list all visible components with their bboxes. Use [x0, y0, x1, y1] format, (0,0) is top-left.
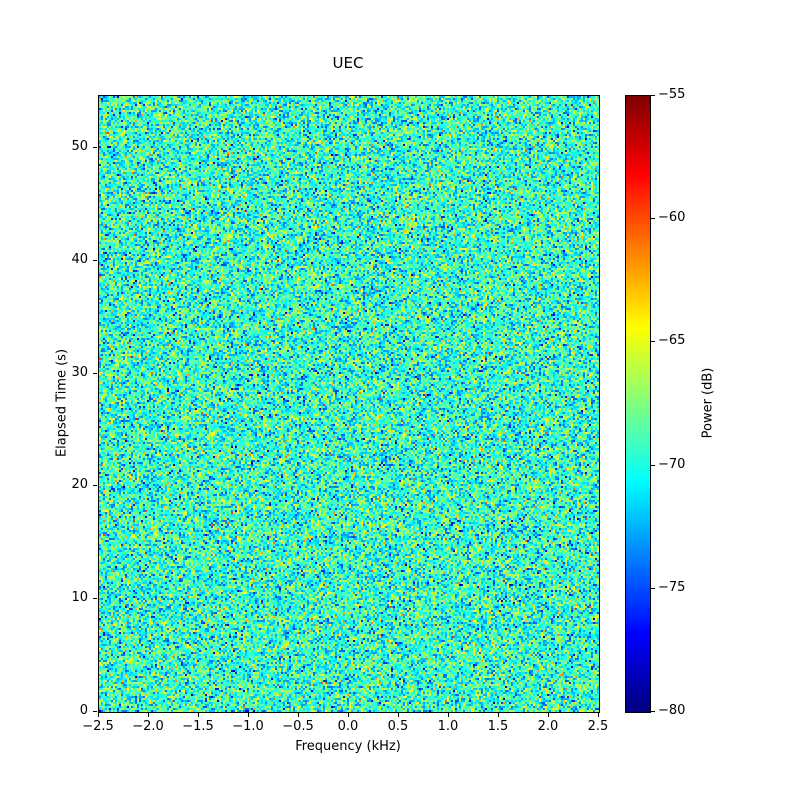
colorbar-tick-label: −75 — [658, 579, 686, 595]
x-tick-label: −2.0 — [132, 719, 164, 734]
colorbar-tick-mark — [651, 341, 655, 343]
x-tick-label: −2.5 — [82, 719, 114, 734]
x-tick-label: −0.5 — [282, 719, 314, 734]
y-tick-label: 20 — [71, 477, 88, 493]
y-tick-label: 10 — [71, 590, 88, 606]
colorbar-tick-label: −60 — [658, 210, 686, 226]
x-axis-label: Frequency (kHz) — [295, 739, 401, 754]
y-tick-label: 40 — [71, 251, 88, 267]
y-tick-mark — [93, 146, 97, 148]
colorbar-tick-mark — [651, 95, 655, 96]
x-tick-mark — [498, 713, 499, 717]
x-tick-mark — [298, 713, 299, 717]
x-tick-mark — [598, 713, 599, 717]
x-tick-label: 1.0 — [437, 719, 459, 734]
colorbar-tick-label: −65 — [658, 333, 686, 349]
colorbar-tick-mark — [651, 218, 655, 220]
colorbar-label: Power (dB) — [700, 367, 716, 439]
heatmap-plot-area — [98, 95, 600, 713]
x-tick-mark — [98, 713, 99, 717]
colorbar-tick-mark — [651, 711, 655, 712]
colorbar-tick-label: −80 — [658, 703, 686, 718]
x-tick-label: 1.5 — [487, 719, 509, 734]
x-tick-mark — [248, 713, 249, 717]
colorbar-gradient — [626, 96, 650, 712]
x-tick-mark — [348, 713, 349, 717]
spectrogram-heatmap — [99, 96, 599, 712]
y-tick-label: 30 — [71, 364, 88, 380]
colorbar-tick-label: −70 — [658, 456, 686, 472]
y-tick-mark — [93, 485, 97, 487]
y-tick-label: 50 — [71, 138, 88, 154]
y-tick-mark — [93, 711, 97, 712]
colorbar-tick-label: −55 — [658, 87, 686, 102]
x-tick-label: 0.5 — [387, 719, 409, 734]
colorbar-tick-mark — [651, 464, 655, 466]
y-tick-label: 0 — [79, 703, 88, 718]
x-tick-label: 2.5 — [587, 719, 609, 734]
chart-title: UEC — [332, 54, 364, 72]
colorbar-tick-mark — [651, 587, 655, 589]
x-tick-label: 0.0 — [337, 719, 359, 734]
x-tick-mark — [548, 713, 549, 717]
x-tick-label: −1.0 — [232, 719, 264, 734]
x-tick-label: 2.0 — [537, 719, 559, 734]
colorbar — [625, 95, 651, 713]
x-tick-label: −1.5 — [182, 719, 214, 734]
x-tick-mark — [448, 713, 449, 717]
y-tick-mark — [93, 259, 97, 261]
x-tick-mark — [398, 713, 399, 717]
y-tick-mark — [93, 372, 97, 374]
x-tick-mark — [198, 713, 199, 717]
y-tick-mark — [93, 598, 97, 600]
x-tick-mark — [148, 713, 149, 717]
